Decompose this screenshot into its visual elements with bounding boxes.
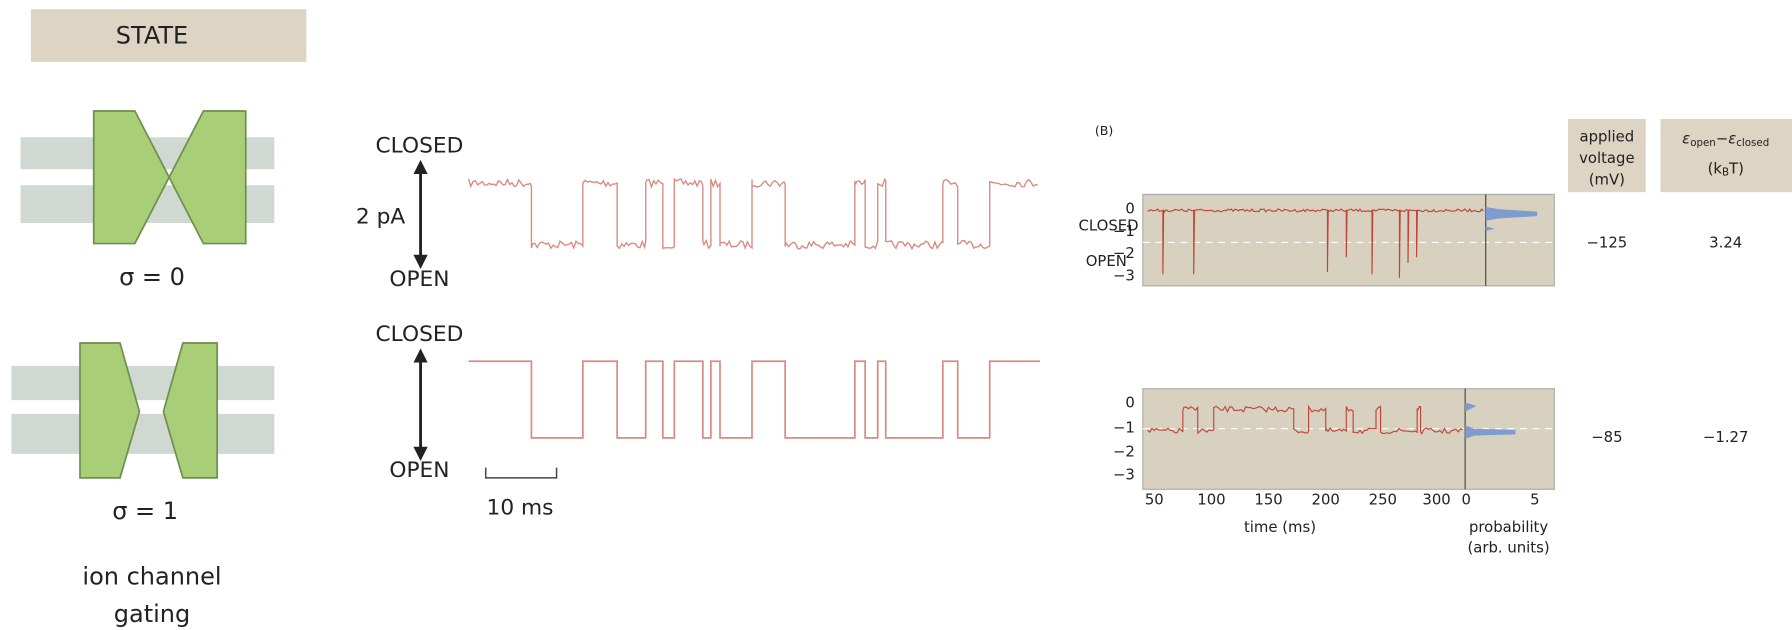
open-label: OPEN	[389, 458, 449, 483]
state-label: CLOSED	[1079, 216, 1139, 234]
subscript: open	[1690, 137, 1716, 149]
channel-subunit	[168, 110, 247, 245]
state-label: OPEN	[1086, 252, 1127, 270]
header-bg	[1568, 119, 1646, 193]
header: εopen−εclosed	[1682, 130, 1769, 149]
x-tick-label: 150	[1254, 491, 1282, 509]
current-scale: 2 pA	[356, 204, 405, 229]
idealized-trace	[468, 360, 1040, 439]
caption: gating	[114, 600, 190, 628]
header: (kBT)	[1708, 159, 1744, 178]
y-tick-label: −1	[1113, 419, 1135, 437]
symbol: ε	[1728, 130, 1736, 148]
caption: ion channel	[82, 562, 221, 590]
membrane	[11, 365, 275, 401]
x-axis-label: probability	[1469, 518, 1548, 536]
x-tick-label: 0	[1462, 491, 1471, 509]
operator: −	[1716, 130, 1728, 148]
open-label: OPEN	[389, 267, 449, 292]
x-tick-label: 250	[1369, 491, 1397, 509]
y-tick-label: 0	[1125, 394, 1134, 412]
subscript: closed	[1736, 137, 1769, 149]
y-tick-label: −3	[1113, 466, 1135, 484]
channel-subunit	[92, 110, 171, 245]
unit: T)	[1728, 159, 1744, 177]
y-tick-label: −3	[1113, 267, 1135, 285]
histogram	[1485, 207, 1538, 221]
channel-closed	[20, 110, 275, 245]
state-label: σ = 1	[112, 497, 178, 525]
channel-subunit	[79, 342, 141, 479]
unit: (k	[1708, 159, 1723, 177]
x-axis-label: (arb. units)	[1468, 539, 1550, 557]
time-scale-bar	[484, 467, 558, 479]
x-tick-label: 50	[1145, 491, 1164, 509]
y-tick-label: −2	[1113, 443, 1135, 461]
x-axis-label: time (ms)	[1244, 518, 1316, 536]
header-bg	[1660, 119, 1792, 193]
subscript: B	[1722, 167, 1729, 179]
state-header-bg	[30, 9, 307, 62]
x-tick-label: 300	[1422, 491, 1450, 509]
header: (mV)	[1589, 171, 1625, 189]
y-tick-label: −2	[1113, 244, 1135, 262]
current-trace	[467, 177, 1038, 251]
state-header: STATE	[116, 22, 188, 50]
closed-label: CLOSED	[376, 322, 464, 347]
channel-trace	[1147, 404, 1464, 435]
y-tick-label: −1	[1113, 222, 1135, 240]
x-tick-label: 5	[1530, 491, 1539, 509]
state-label: σ = 0	[119, 263, 185, 291]
header: applied	[1579, 127, 1634, 145]
symbol: ε	[1682, 130, 1690, 148]
channel-open	[11, 342, 275, 479]
voltage-value: −85	[1591, 428, 1622, 446]
x-tick-label: 100	[1197, 491, 1225, 509]
panel-label: (B)	[1095, 123, 1113, 138]
histogram	[1465, 425, 1516, 439]
time-scale: 10 ms	[487, 496, 554, 521]
channel-subunit	[162, 342, 218, 479]
header: voltage	[1579, 149, 1634, 167]
channel-trace	[1147, 208, 1484, 278]
energy-value: 3.24	[1709, 234, 1742, 252]
energy-value: −1.27	[1703, 428, 1749, 446]
histogram	[1465, 402, 1477, 412]
y-tick-label: 0	[1125, 199, 1134, 217]
membrane	[11, 413, 275, 454]
histogram	[1485, 226, 1495, 231]
x-tick-label: 200	[1312, 491, 1340, 509]
voltage-value: −125	[1586, 234, 1627, 252]
closed-label: CLOSED	[376, 133, 464, 158]
plot-area	[1142, 388, 1555, 490]
plot-area	[1142, 193, 1555, 287]
